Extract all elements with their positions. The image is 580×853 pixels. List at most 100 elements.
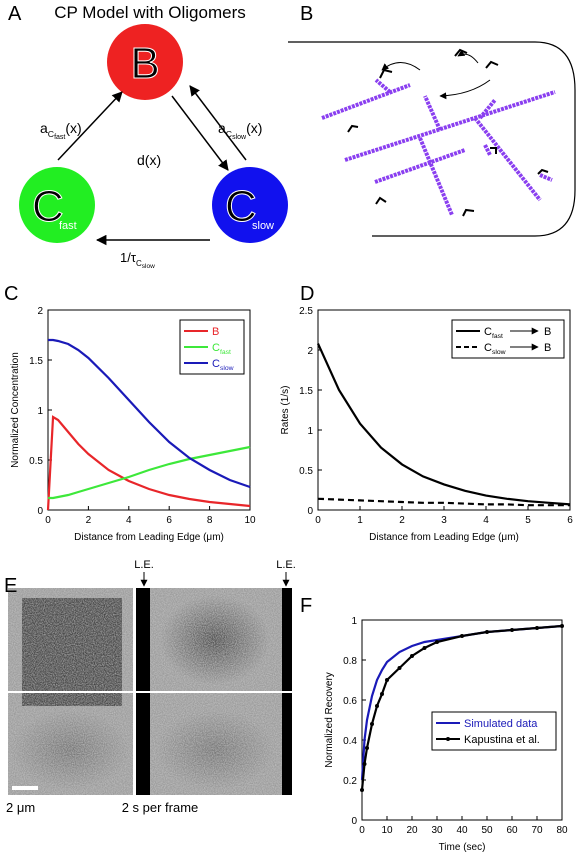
y-tick-label: 1 (307, 426, 313, 437)
node-sub: slow (252, 220, 274, 232)
legend-dot (446, 737, 450, 741)
y-tick-label: 0.4 (343, 736, 357, 747)
data-point (485, 630, 489, 634)
node-label: B (130, 39, 159, 88)
text-part: slow (492, 349, 506, 356)
x-tick-label: 8 (207, 515, 213, 526)
series-line (48, 445, 251, 500)
x-tick-label: 2 (399, 515, 405, 526)
y-tick-label: 1.5 (29, 356, 43, 367)
text-part: Simulated data (464, 718, 538, 730)
x-tick-label: 4 (126, 515, 132, 526)
data-point (362, 762, 367, 766)
text-part: (x) (65, 120, 81, 136)
data-point (510, 628, 514, 632)
label: Simulated data (464, 718, 538, 730)
y-tick-label: 0.8 (343, 656, 357, 667)
panel-label: B (300, 3, 313, 25)
text-part: d(x) (137, 152, 161, 168)
x-tick-label: 6 (166, 515, 172, 526)
data-point (380, 692, 384, 696)
y-tick-label: 0.2 (343, 776, 357, 787)
diagram-title: CP Model with Oligomers (54, 3, 245, 22)
x-tick-label: 80 (556, 825, 568, 836)
text-part: slow (142, 263, 155, 270)
x-tick-label: 20 (406, 825, 418, 836)
y-tick-label: 0 (307, 506, 313, 517)
x-tick-label: 1 (357, 515, 363, 526)
series-line (48, 338, 251, 489)
data-point (422, 646, 427, 650)
x-axis-label: Time (sec) (439, 842, 486, 853)
node-sub: fast (59, 220, 77, 232)
panel-label: F (300, 595, 312, 617)
data-point (397, 666, 402, 670)
data-point (375, 704, 379, 708)
series-line (316, 343, 571, 506)
x-tick-label: 0 (359, 825, 365, 836)
label: B (212, 326, 219, 338)
cell-drawing (288, 41, 576, 237)
text-part: Kapustina et al. (464, 734, 540, 746)
caption: 2 s per frame (122, 800, 199, 815)
panel-label: C (4, 283, 18, 305)
text-part: 1/τ (120, 250, 137, 265)
y-axis-label: Normalized Concentration (10, 352, 21, 468)
node-label: C (32, 182, 64, 231)
series-line (360, 624, 563, 791)
x-axis-label: Distance from Leading Edge (μm) (74, 532, 224, 543)
y-tick-label: 1 (37, 406, 43, 417)
diagram-shapes (19, 24, 288, 246)
x-tick-label: 60 (506, 825, 518, 836)
text-part: C (212, 358, 220, 370)
legend-box (451, 319, 565, 359)
x-tick-label: 0 (315, 515, 321, 526)
y-tick-label: 0.6 (343, 696, 357, 707)
marker-label: L.E. (134, 559, 154, 571)
text-part: fast (54, 134, 65, 141)
text-part: fast (220, 349, 231, 356)
panel-label: A (8, 3, 22, 25)
data-point (370, 722, 374, 726)
data-point (385, 678, 389, 682)
legend-target: B (544, 342, 551, 354)
y-tick-label: 0 (37, 506, 43, 517)
y-tick-label: 2.5 (299, 306, 313, 317)
x-tick-label: 2 (86, 515, 92, 526)
text-part: B (212, 326, 219, 338)
node-label: C (225, 182, 257, 231)
text-part: slow (232, 134, 247, 141)
x-tick-label: 10 (381, 825, 393, 836)
x-axis-label: Distance from Leading Edge (μm) (369, 532, 519, 543)
y-tick-label: 0.5 (299, 466, 313, 477)
y-tick-label: 1 (351, 616, 357, 627)
label: aCslow(x) (218, 120, 262, 141)
label: 1/τCslow (120, 250, 155, 270)
y-tick-label: 1.5 (299, 386, 313, 397)
data-point (560, 624, 564, 628)
text-part: slow (220, 365, 234, 372)
x-tick-label: 70 (531, 825, 543, 836)
text-part: a (40, 120, 48, 136)
y-axis-label: Rates (1/s) (280, 386, 291, 435)
series-line (317, 497, 570, 507)
y-tick-label: 0.5 (29, 456, 43, 467)
label: Kapustina et al. (464, 734, 540, 746)
data-point (410, 654, 414, 658)
text-part: C (226, 129, 232, 139)
label: d(x) (137, 152, 161, 168)
legend-target: B (544, 326, 551, 338)
scale-bar-label: 2 μm (6, 800, 35, 815)
text-part: fast (492, 333, 503, 340)
data-point (535, 626, 539, 630)
legend-box (431, 711, 557, 751)
series-line (46, 415, 251, 511)
x-tick-label: 5 (525, 515, 531, 526)
text-part: C (484, 342, 492, 354)
data-point (435, 640, 439, 644)
label: Cfast (212, 342, 231, 356)
label: Cslow (212, 358, 234, 372)
text-part: C (48, 129, 54, 139)
x-tick-label: 4 (483, 515, 489, 526)
